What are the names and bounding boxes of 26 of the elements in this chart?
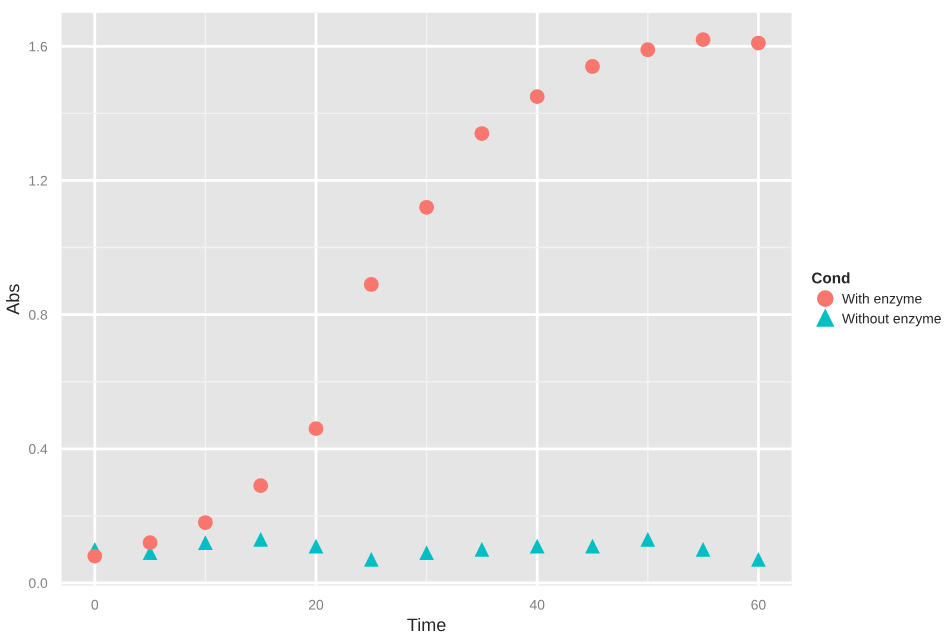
point <box>419 199 434 215</box>
point <box>751 552 766 567</box>
point <box>253 478 269 494</box>
point <box>363 277 379 292</box>
point <box>751 35 766 51</box>
point <box>363 552 379 567</box>
point <box>529 89 545 104</box>
point <box>253 531 269 547</box>
point <box>585 538 600 554</box>
point <box>474 542 490 557</box>
point <box>695 542 711 557</box>
point <box>142 535 158 551</box>
point <box>419 545 434 561</box>
point <box>198 535 213 551</box>
point <box>529 538 545 554</box>
x-axis-title: Time <box>407 617 446 632</box>
point <box>198 515 213 530</box>
point <box>695 32 711 47</box>
point <box>308 421 324 436</box>
point <box>640 531 656 547</box>
point <box>474 126 490 141</box>
point <box>640 42 656 58</box>
point <box>585 59 600 74</box>
point <box>308 538 324 554</box>
point <box>87 548 103 564</box>
y-axis-title: Abs <box>6 284 20 315</box>
